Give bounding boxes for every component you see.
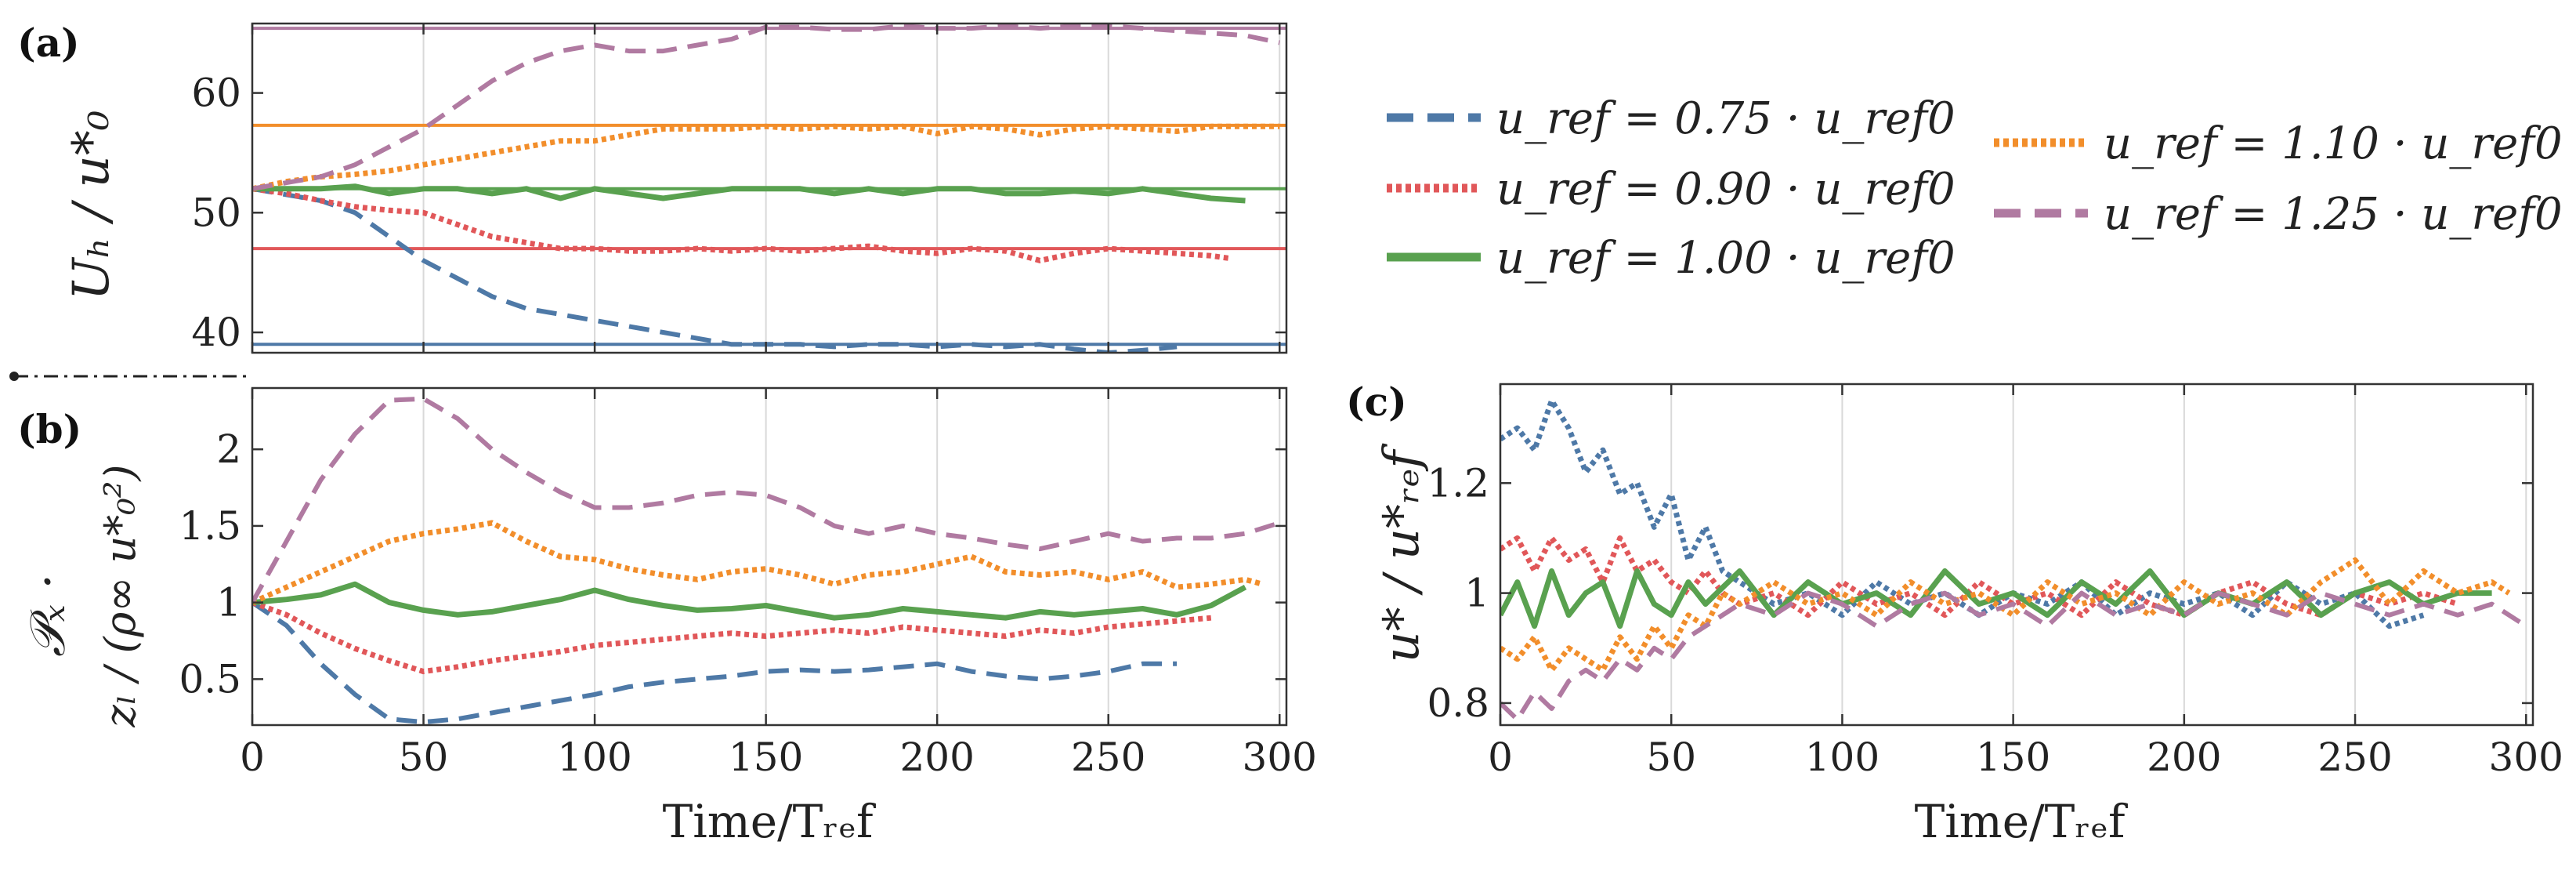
panel-label-c: (c) [1346,379,1407,425]
y-tick-label: 40 [191,310,241,355]
legend-label-purple: u_ref = 1.25 · u_ref0 [2104,189,2563,240]
panel-b-chart: 0 50 100 150 200 250 300 0.5 1 1.5 2 [179,386,1317,780]
panel-label-b: (b) [17,406,81,452]
y-tick-label: 60 [191,71,241,116]
panel-label-a: (a) [17,20,80,66]
series-line-purple [252,396,1281,604]
y-tick-label: 0.5 [179,656,241,702]
series-line-blue [1500,397,2425,629]
legend: u_ref = 0.75 · u_ref0 u_ref = 0.90 · u_re… [1387,93,2563,284]
x-tick-label: 50 [1646,734,1696,780]
x-tick-label: 0 [240,734,265,780]
y-tick-label: 0.8 [1427,680,1489,726]
x-tick-label: 300 [2489,734,2563,780]
axis-label-c-x: Time/Tᵣₑf [1915,795,2128,848]
series-line-green [1500,568,2492,629]
series-line-red [252,600,1212,675]
series-line-orange [1500,557,2511,673]
x-tick-label: 300 [1243,734,1317,780]
plot-frame [251,22,1288,354]
series-line-blue [252,600,1178,725]
x-tick-label: 150 [729,734,803,780]
plot-frame [1499,383,2534,727]
x-tick-label: 100 [557,734,631,780]
y-tick-label: 1 [216,580,241,626]
series-line-purple [1500,590,2527,722]
x-tick-label: 0 [1488,734,1513,780]
y-tick-label: 1.2 [1427,460,1489,506]
x-tick-label: 200 [899,734,974,780]
series-line-orange [252,123,1280,192]
plot-frame [251,386,1288,727]
y-tick-label: 2 [216,426,241,472]
axis-label-b-y-line2: zₗ / (ρ∞ u*₀²) [96,464,145,727]
x-tick-label: 150 [1976,734,2050,780]
y-tick-label: 1 [1464,571,1489,616]
axis-label-b-x: Time/Tᵣₑf [663,795,876,848]
y-tick-label: 50 [191,190,241,235]
panel-a-chart: 40 50 60 [191,22,1288,355]
legend-label-green: u_ref = 1.00 · u_ref0 [1496,233,1956,284]
separator-dot [9,372,19,381]
series-line-red [252,186,1229,263]
series-line-blue [252,186,1178,353]
x-tick-label: 50 [399,734,449,780]
legend-label-blue: u_ref = 0.75 · u_ref0 [1496,93,1956,144]
series-line-green [252,183,1246,204]
series-line-green [252,581,1247,621]
axis-label-a-y: Uₕ / u*₀ [63,111,121,301]
series-line-orange [252,520,1264,605]
x-tick-label: 100 [1805,734,1880,780]
x-tick-label: 250 [2317,734,2392,780]
legend-label-red: u_ref = 0.90 · u_ref0 [1496,164,1956,215]
legend-label-orange: u_ref = 1.10 · u_ref0 [2104,118,2563,169]
series-line-red [1500,535,2459,618]
axis-label-c-y: u* / u*ᵣₑf [1373,443,1430,663]
x-tick-label: 200 [2147,734,2221,780]
axis-label-b-y-line1: 𝒫ₓ · [19,574,76,657]
panel-c-chart: 0 50 100 150 200 250 300 0.8 1 1.2 [1427,383,2563,780]
y-tick-label: 1.5 [179,503,241,549]
x-tick-label: 250 [1071,734,1145,780]
